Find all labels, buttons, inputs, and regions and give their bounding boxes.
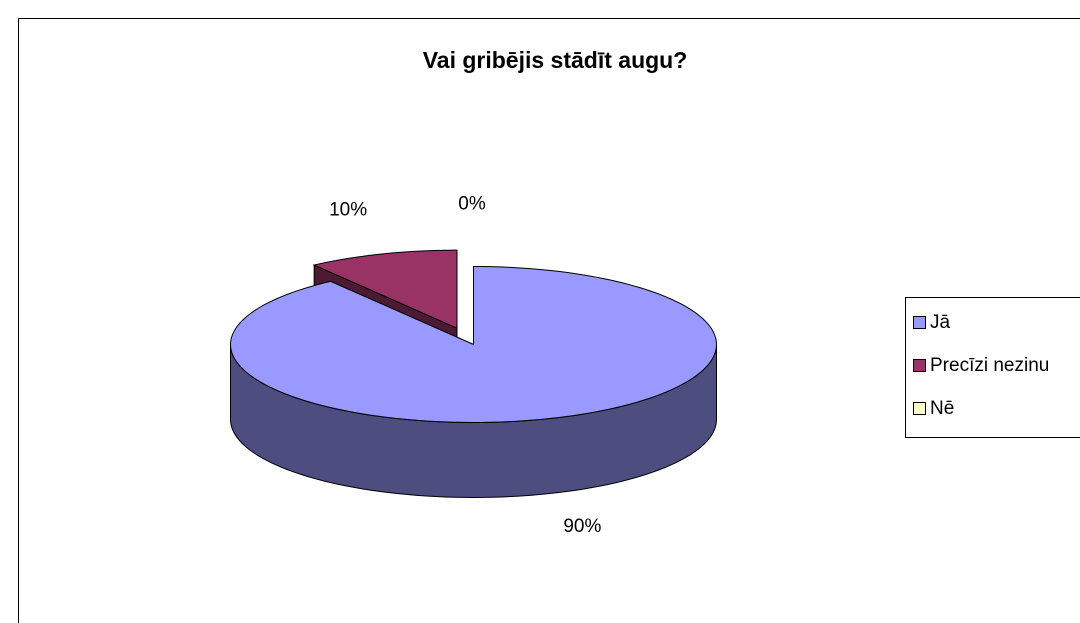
- legend-box: [905, 297, 1080, 438]
- data-label: 10%: [329, 200, 367, 221]
- legend-label: Jā: [930, 312, 951, 333]
- legend-label: Nē: [930, 398, 954, 419]
- legend-swatch: [913, 359, 926, 372]
- legend-label: Precīzi nezinu: [930, 355, 1049, 376]
- data-label: 90%: [563, 516, 601, 537]
- legend-swatch: [913, 402, 926, 415]
- chart-title: Vai gribējis stādīt augu?: [423, 47, 688, 73]
- data-label: 0%: [458, 193, 486, 214]
- slice-top: [312, 249, 458, 329]
- slice-top: [230, 265, 717, 423]
- legend-swatch: [913, 316, 926, 329]
